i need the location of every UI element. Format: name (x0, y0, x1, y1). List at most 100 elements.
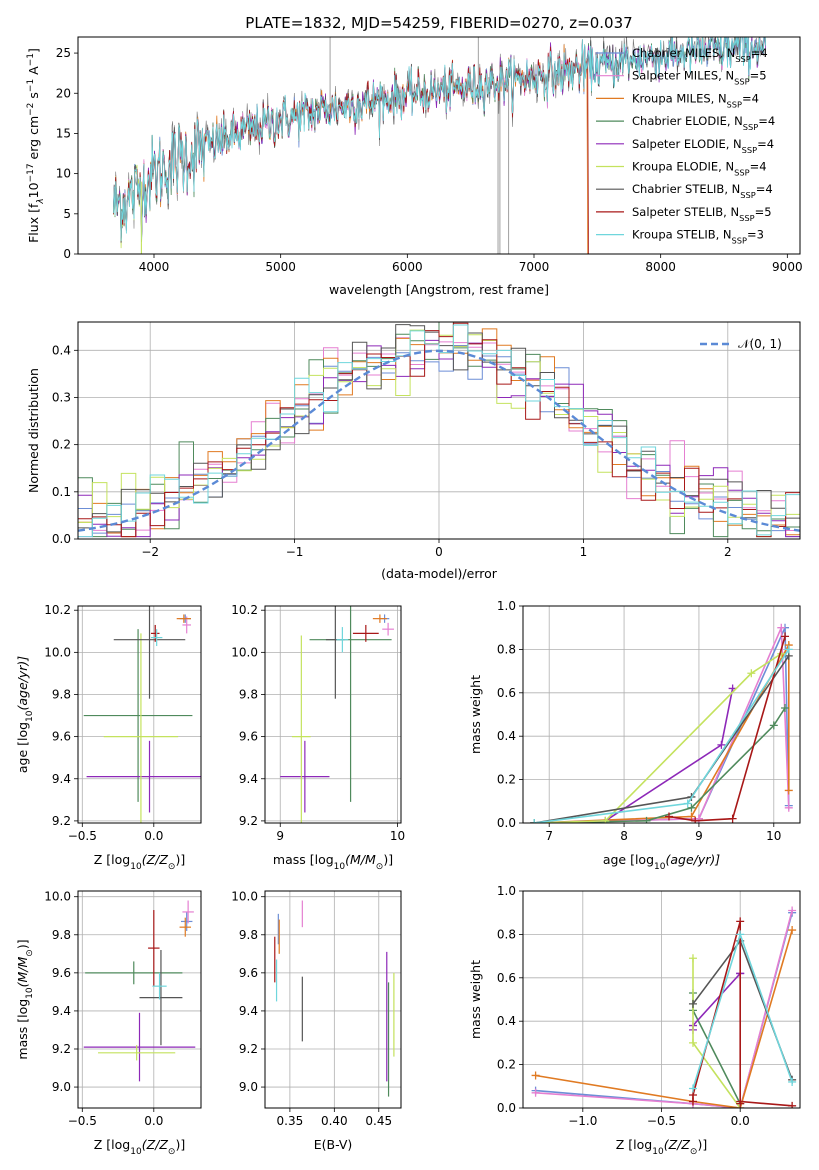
weight-marker-kroupa-stelib (788, 1077, 797, 1086)
weight-marker-salpeter-miles (531, 1088, 540, 1097)
legend-entry: Salpeter MILES, NSSP=5 (632, 69, 767, 87)
weight-vs-Z-xlabel-part: 10 (652, 1147, 664, 1157)
x-tick-label: 9000 (772, 260, 803, 274)
age-vs-Z-xlabel-part: 10 (130, 862, 142, 872)
y-tick-label: 9.4 (52, 772, 71, 786)
x-tick-label: −1 (286, 545, 304, 559)
y-tick-label: 15 (56, 126, 71, 140)
y-tick-label: 10.0 (231, 645, 258, 659)
legend-entry-part: =4 (750, 160, 767, 174)
spectrum-ylabel-part: ] (26, 48, 41, 53)
age-vs-mass-xlabel-part: mass [log (273, 852, 334, 867)
weight-line-kroupa-miles (534, 642, 790, 823)
plot-area (113, 37, 766, 254)
weight_vs_age-panel: 7 8 9 10 0.0 0.2 0.4 0.6 0.8 1.0 (497, 599, 801, 843)
weight-marker-salpeter-stelib (691, 816, 700, 823)
mass-ylabel-part: 10 (25, 987, 35, 999)
y-tick-label: 9.2 (239, 814, 258, 828)
legend-entry-part: SSP (732, 236, 747, 246)
x-tick-label: 8000 (645, 260, 676, 274)
weight-marker-chabrier-elodie (769, 721, 778, 730)
y-tick-label: 10.0 (231, 890, 258, 904)
legend-entry-part: =5 (755, 205, 772, 219)
weight-marker-kroupa-elodie (601, 816, 610, 823)
weight-marker-salpeter-stelib (781, 632, 790, 641)
x-tick-label: 6000 (392, 260, 423, 274)
mass-vs-Z-xlabel-part: ⊙ (168, 1147, 176, 1157)
y-tick-label: 10.0 (44, 645, 71, 659)
x-tick-label: 2 (724, 545, 732, 559)
weight-marker-kroupa-stelib (530, 819, 539, 823)
weight-line-chabrier-miles (535, 912, 793, 1108)
weight-marker-salpeter-elodie (717, 740, 726, 749)
spectrum-model-kroupa-stelib (113, 37, 766, 241)
spectrum-panel: 4000 5000 6000 7000 8000 9000 0 5 10 15 20 25 (56, 36, 803, 274)
y-tick-label: 9.4 (239, 1004, 258, 1018)
weight-marker-salpeter-miles (788, 906, 797, 915)
legend-entry-part: Kroupa STELIB, N (632, 228, 732, 242)
legend-entry-part: SSP (739, 213, 754, 223)
weight-line-salpeter-stelib (668, 636, 786, 822)
y-tick-label: 1.0 (497, 599, 516, 613)
mass-ylabel-part: (M/M (15, 957, 30, 988)
weight-marker-chabrier-elodie (642, 816, 651, 823)
legend-entry-part: =4 (742, 91, 759, 105)
legend-entry-part: Kroupa MILES, N (632, 91, 727, 105)
x-tick-label: 1 (580, 545, 588, 559)
legend-entry-part: Salpeter MILES, N (632, 69, 734, 83)
y-tick-label: 9.2 (52, 1042, 71, 1056)
weight-marker-kroupa-stelib (683, 799, 692, 808)
ebv-xlabel: E(B-V) (314, 1137, 353, 1152)
y-tick-label: 9.4 (52, 1004, 71, 1018)
weight-line-salpeter-miles (535, 910, 793, 1108)
y-tick-label: 10.2 (44, 603, 71, 617)
legend-entry-part: SSP (743, 122, 758, 132)
weight-marker-kroupa-stelib (736, 930, 745, 939)
y-tick-label: 1.0 (497, 884, 516, 898)
x-tick-label: −1.0 (568, 1114, 597, 1128)
x-tick-label: 0.0 (144, 829, 163, 843)
y-tick-label: 9.6 (52, 966, 71, 980)
weight-marker-salpeter-stelib (736, 917, 745, 926)
legend-entry-part: Salpeter STELIB, N (632, 205, 739, 219)
x-tick-label: 0 (435, 545, 443, 559)
y-tick-label: 0.0 (497, 1101, 516, 1115)
weight-marker-salpeter-stelib (788, 1101, 797, 1108)
weight-vs-age-xlabel-part: 10 (654, 862, 666, 872)
y-tick-label: 9.8 (239, 928, 258, 942)
spectrum-xlabel: wavelength [Angstrom, rest frame] (329, 282, 549, 297)
x-tick-label: −0.5 (68, 1114, 97, 1128)
age-vs-Z-xlabel-part: Z [log (94, 852, 130, 867)
mass-ylabel-part: ⊙ (25, 949, 35, 957)
axes-frame (77, 36, 801, 255)
weight_vs_age-ylabel: mass weight (468, 675, 483, 754)
y-tick-label: 5 (63, 207, 71, 221)
legend-entry-part: SSP (734, 77, 749, 87)
axes-frame (264, 605, 402, 824)
spectrum-ylabel: Flux [fλ10−17 erg cm−2 s−1 A−1] (26, 48, 46, 243)
mass_vs_Z-panel: −0.5 0.0 9.0 9.2 9.4 9.6 9.8 10.0 (44, 890, 202, 1128)
weight-line-chabrier-miles (534, 627, 790, 823)
age-ylabel-part: (age/yr)] (15, 656, 30, 711)
legend-entry-part: Chabrier MILES, N (632, 46, 735, 60)
histogram-salpeter-stelib (78, 322, 800, 538)
legend-entry-part: SSP (727, 99, 742, 109)
legend-entry: Salpeter ELODIE, NSSP=4 (632, 137, 774, 155)
age-vs-mass-xlabel-part: ⊙ (376, 862, 384, 872)
weight-marker-kroupa-miles (687, 812, 696, 821)
legend-entry-part: =4 (757, 137, 774, 151)
plot-area (530, 623, 793, 823)
legend-entry-part: Kroupa ELODIE, N (632, 160, 734, 174)
age-vs-Z-xlabel-part: (Z/Z (142, 852, 169, 867)
x-tick-label: 9 (695, 829, 703, 843)
weight-marker-kroupa-miles (788, 926, 797, 935)
residual-xlabel: (data-model)/error (381, 566, 498, 581)
y-tick-label: 9.2 (52, 814, 71, 828)
y-tick-label: 0.2 (52, 438, 71, 452)
weight-vs-age-xlabel-part: age [log (603, 852, 654, 867)
legend-entry: Kroupa MILES, NSSP=4 (632, 91, 759, 109)
weight-marker-kroupa-elodie (747, 669, 756, 678)
plot-area (531, 906, 797, 1108)
y-tick-label: 9.6 (239, 730, 258, 744)
